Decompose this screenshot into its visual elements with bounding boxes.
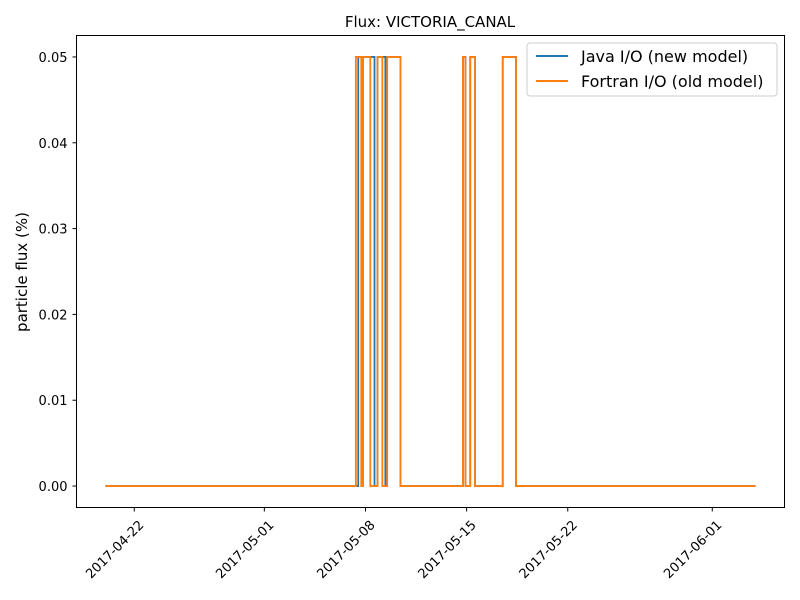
- legend-label-fortran: Fortran I/O (old model): [581, 72, 763, 91]
- series-layer: [105, 56, 756, 487]
- y-tick-label-0: 0.00: [39, 480, 68, 495]
- y-axis-label: particle flux (%): [13, 212, 31, 332]
- y-tick-label-4: 0.04: [39, 137, 68, 152]
- y-tick-label-2: 0.02: [39, 308, 68, 323]
- y-axis-ticks: 0.00 0.01 0.02 0.03 0.04 0.05: [39, 51, 77, 495]
- y-tick-label-1: 0.01: [39, 394, 68, 409]
- legend: Java I/O (new model) Fortran I/O (old mo…: [526, 42, 778, 97]
- axes-frame: [76, 35, 785, 508]
- legend-box: [526, 42, 778, 97]
- series-line-1: [105, 56, 756, 487]
- chart-title: Flux: VICTORIA_CANAL: [345, 13, 516, 32]
- legend-label-java: Java I/O (new model): [580, 47, 748, 66]
- y-tick-label-3: 0.03: [39, 223, 68, 238]
- y-tick-label-5: 0.05: [39, 51, 68, 66]
